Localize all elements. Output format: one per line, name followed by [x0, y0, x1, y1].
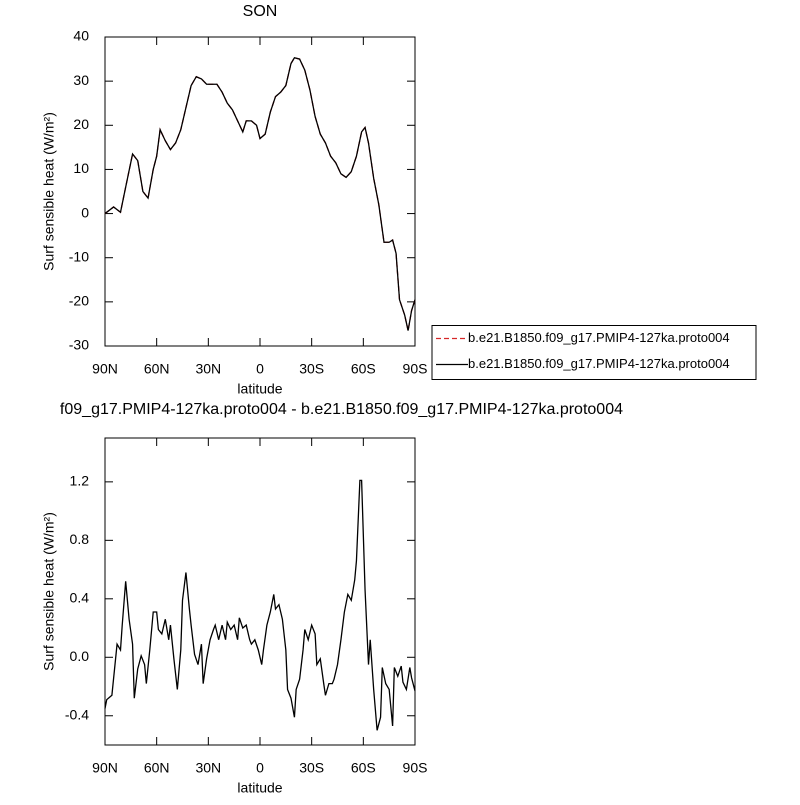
plot-frame [104, 437, 416, 746]
chart-title: SON [243, 3, 278, 20]
x-axis-label: latitude [237, 780, 282, 796]
y-tick-label: 10 [73, 160, 89, 176]
y-tick-label: 30 [73, 72, 89, 88]
x-tick-label: 60N [144, 361, 170, 377]
legend-label: b.e21.B1850.f09_g17.PMIP4-127ka.proto004 [468, 356, 730, 371]
y-tick-label: 20 [73, 116, 89, 132]
data-line [104, 57, 416, 331]
legend-box [431, 325, 757, 380]
y-axis-label: Surf sensible heat (W/m²) [41, 512, 57, 671]
data-line [104, 57, 416, 331]
y-tick-label: 0.0 [70, 648, 90, 664]
chart-title: f09_g17.PMIP4-127ka.proto004 - b.e21.B18… [60, 401, 623, 418]
plot-frame [104, 36, 416, 347]
x-tick-label: 30S [299, 760, 324, 776]
x-tick-label: 0 [256, 361, 264, 377]
data-line [104, 479, 416, 731]
y-tick-label: 0.8 [70, 531, 90, 547]
x-tick-label: 30N [195, 361, 221, 377]
x-tick-label: 90N [92, 361, 118, 377]
x-tick-label: 90S [403, 760, 428, 776]
y-tick-label: -0.4 [65, 706, 89, 722]
y-tick-label: 40 [73, 28, 89, 44]
y-tick-label: -20 [69, 293, 89, 309]
y-tick-label: 1.2 [70, 473, 90, 489]
x-tick-label: 60N [144, 760, 170, 776]
x-tick-label: 60S [351, 361, 376, 377]
legend-label: b.e21.B1850.f09_g17.PMIP4-127ka.proto004 [468, 330, 730, 345]
y-axis-label: Surf sensible heat (W/m²) [41, 112, 57, 271]
y-tick-label: -10 [69, 248, 89, 264]
x-tick-label: 90S [403, 361, 428, 377]
y-tick-label: -30 [69, 337, 89, 353]
x-tick-label: 0 [256, 760, 264, 776]
x-tick-label: 30S [299, 361, 324, 377]
x-axis-label: latitude [237, 381, 282, 397]
y-tick-label: 0 [81, 204, 89, 220]
x-tick-label: 90N [92, 760, 118, 776]
y-tick-label: 0.4 [70, 590, 90, 606]
x-tick-label: 60S [351, 760, 376, 776]
x-tick-label: 30N [195, 760, 221, 776]
